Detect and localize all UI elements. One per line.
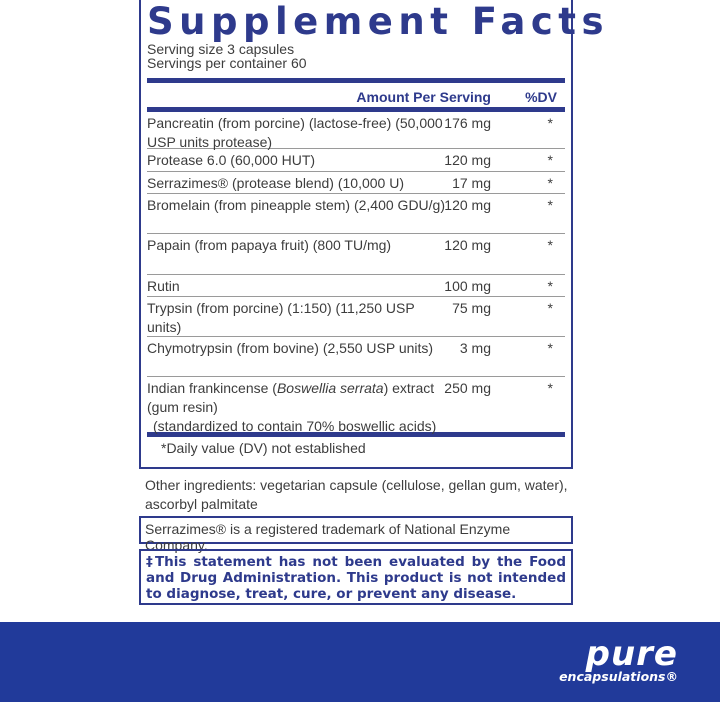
table-row: Trypsin (from porcine) (1:150) (11,250 U… — [147, 297, 565, 337]
table-row: Pancreatin (from porcine) (lactose-free)… — [147, 112, 565, 150]
table-row: Rutin 100 mg * — [147, 275, 565, 297]
ingredient-name-part: ) extract (gum resin) — [147, 380, 435, 415]
ingredient-dv: * — [547, 175, 553, 191]
ingredient-amount: 120 mg — [444, 152, 491, 168]
divider-thick — [147, 432, 565, 437]
table-row: Papain (from papaya fruit) (800 TU/mg) 12… — [147, 234, 565, 275]
dv-header: %DV — [525, 89, 557, 105]
ingredient-name: Bromelain (from pineapple stem) (2,400 G… — [147, 197, 446, 213]
ingredient-table: Pancreatin (from porcine) (lactose-free)… — [147, 112, 565, 434]
table-row: Chymotrypsin (from bovine) (2,550 USP un… — [147, 337, 565, 377]
ingredient-dv: * — [547, 237, 553, 253]
ingredient-name: Protease 6.0 (60,000 HUT) — [147, 152, 316, 168]
ingredient-amount: 100 mg — [444, 278, 491, 294]
ingredient-name: Pancreatin (from porcine) (lactose-free)… — [147, 115, 443, 150]
divider-thick — [147, 107, 565, 112]
fda-disclaimer: ‡This statement has not been evaluated b… — [139, 549, 573, 605]
ingredient-dv: * — [547, 152, 553, 168]
ingredient-name: Indian frankincense (Boswellia serrata) … — [147, 379, 457, 436]
ingredient-amount: 250 mg — [444, 380, 491, 396]
ingredient-name: Papain (from papaya fruit) (800 TU/mg) — [147, 237, 392, 253]
ingredient-name-part: (standardized to contain 70% boswellic a… — [153, 418, 437, 434]
ingredient-dv: * — [547, 115, 553, 131]
brand-logo: pure encapsulations® — [559, 634, 678, 684]
supplement-facts-panel: Supplement Facts Serving size 3 capsules… — [139, 0, 610, 469]
ingredient-amount: 3 mg — [459, 340, 491, 356]
logo-subtitle: encapsulations® — [559, 669, 678, 684]
ingredient-amount: 176 mg — [444, 115, 491, 131]
other-ingredients: Other ingredients: vegetarian capsule (c… — [145, 477, 568, 512]
ingredient-amount: 17 mg — [452, 175, 491, 191]
ingredient-dv: * — [547, 340, 553, 356]
ingredient-dv: * — [547, 278, 553, 294]
dv-footnote: *Daily value (DV) not established — [161, 440, 366, 456]
amount-header: Amount Per Serving — [356, 89, 491, 105]
servings-per-container: Servings per container 60 — [147, 55, 307, 71]
ingredient-name-part: Indian frankincense ( — [147, 380, 277, 396]
table-row: Indian frankincense (Boswellia serrata) … — [147, 377, 565, 434]
brand-banner: pure encapsulations® — [0, 622, 720, 702]
panel-title: Supplement Facts — [147, 0, 610, 43]
ingredient-name: Trypsin (from porcine) (1:150) (11,250 U… — [147, 300, 415, 335]
ingredient-amount: 120 mg — [444, 237, 491, 253]
ingredient-amount: 120 mg — [444, 197, 491, 213]
logo-wordmark: pure — [585, 634, 678, 674]
ingredient-name: Rutin — [147, 278, 180, 294]
table-row: Serrazimes® (protease blend) (10,000 U) 1… — [147, 172, 565, 194]
ingredient-name-part: Boswellia serrata — [276, 380, 384, 396]
divider-thick — [147, 78, 565, 83]
ingredient-dv: * — [547, 197, 553, 213]
serving-size: Serving size 3 capsules — [147, 41, 295, 57]
trademark-notice: Serrazimes® is a registered trademark of… — [139, 516, 573, 553]
ingredient-dv: * — [547, 300, 553, 316]
ingredient-dv: * — [547, 380, 553, 396]
ingredient-name: Serrazimes® (protease blend) (10,000 U) — [147, 175, 404, 191]
table-row: Bromelain (from pineapple stem) (2,400 G… — [147, 194, 565, 234]
table-row: Protease 6.0 (60,000 HUT) 120 mg * — [147, 149, 565, 172]
ingredient-amount: 75 mg — [452, 300, 491, 316]
table-header: Amount Per Serving %DV — [147, 83, 565, 107]
ingredient-name: Chymotrypsin (from bovine) (2,550 USP un… — [147, 340, 434, 356]
